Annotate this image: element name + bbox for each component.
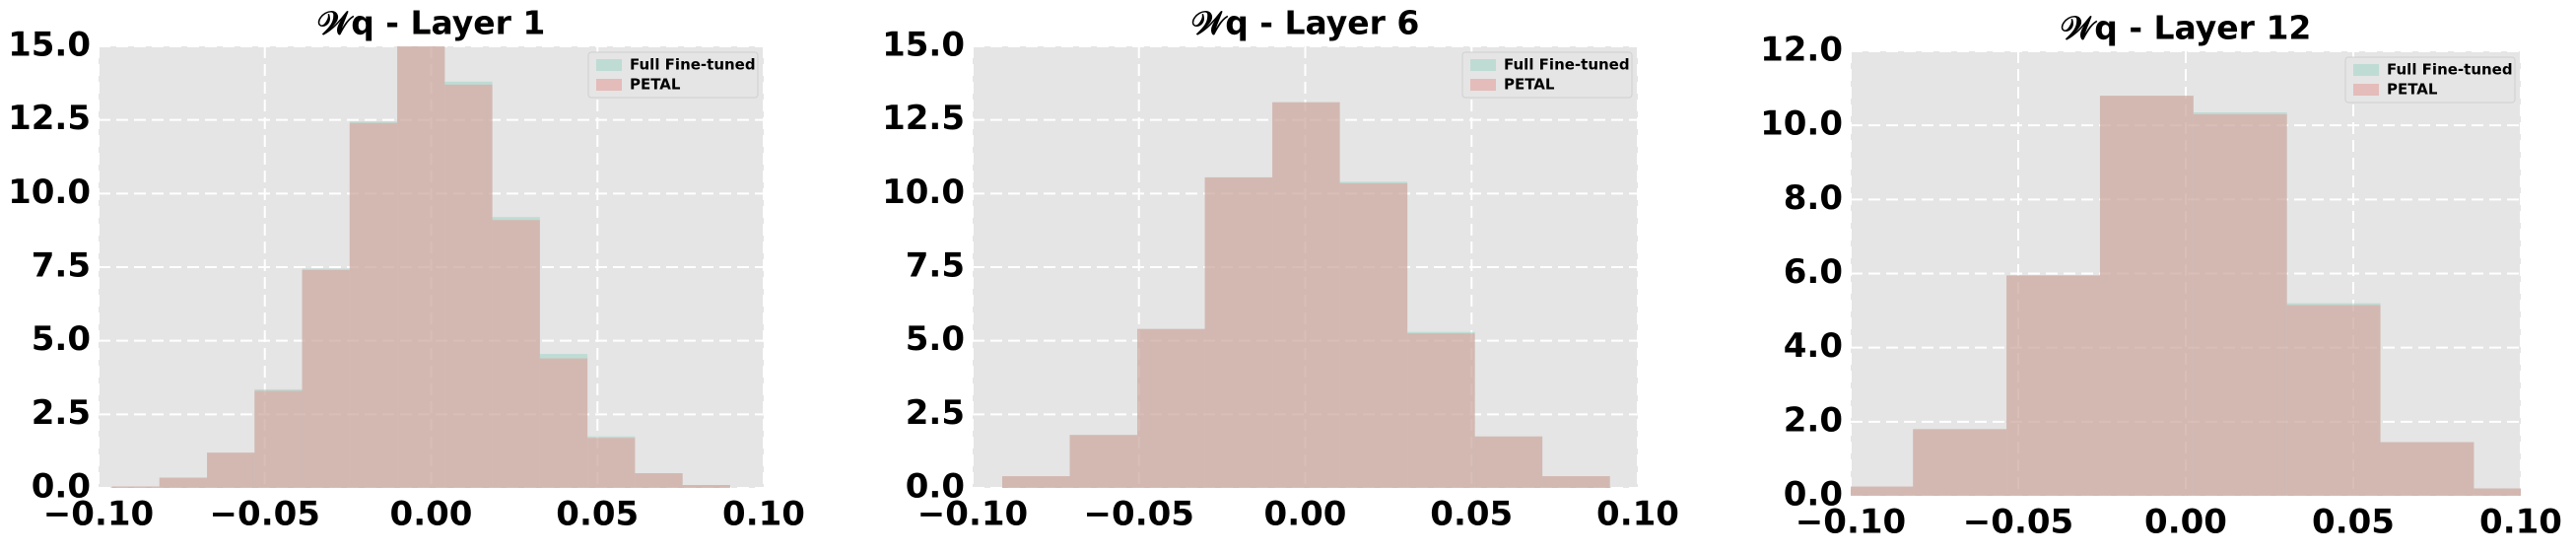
bar — [1474, 436, 1543, 488]
chart: 0.0 2.0 4.0 6.0 8.0 10.0 12.0 −0.10 −0.05 0.00 0.0… — [1760, 9, 2562, 542]
bar — [1339, 182, 1408, 488]
legend-label: Full Fine-tuned — [1504, 56, 1630, 74]
bars — [1851, 96, 2521, 496]
y-tick-label: 0.0 — [1784, 475, 1843, 515]
chart-title: 𝒲q - Layer 6 — [1191, 4, 1420, 42]
bar — [444, 84, 493, 488]
x-tick-label: 0.10 — [1596, 495, 1679, 534]
bar — [159, 477, 208, 488]
bar — [397, 46, 445, 488]
legend-label: PETAL — [1504, 76, 1555, 94]
bar — [635, 473, 683, 488]
bar — [682, 485, 730, 488]
bar — [207, 452, 255, 488]
legend: Full Fine-tuned PETAL — [587, 51, 759, 99]
y-tick-label: 2.5 — [906, 393, 965, 433]
bar — [2006, 275, 2100, 496]
legend-swatch — [1470, 79, 1496, 91]
x-tick-label: 0.05 — [556, 495, 639, 534]
bar — [1204, 176, 1273, 488]
x-tick-label: −0.05 — [1084, 495, 1194, 534]
bar — [2286, 305, 2381, 496]
y-tick-label: 12.5 — [8, 99, 91, 138]
legend-label: PETAL — [630, 76, 681, 94]
bar — [2380, 442, 2474, 496]
y-tick-label: 8.0 — [1784, 178, 1843, 218]
bar — [539, 358, 588, 488]
legend-swatch — [2353, 84, 2379, 96]
x-tick-label: −0.05 — [210, 495, 320, 534]
bar — [1913, 429, 2007, 496]
y-tick-label: 12.5 — [882, 99, 965, 138]
chart: 0.0 2.5 5.0 7.5 10.0 12.5 15.0 −0.10 −0.05 0.00 0.… — [8, 4, 805, 534]
bar — [1137, 328, 1205, 488]
bar — [302, 269, 350, 488]
y-tick-label: 15.0 — [8, 26, 91, 65]
legend-swatch — [1470, 59, 1496, 71]
legend-swatch — [596, 59, 622, 71]
legend: Full Fine-tuned PETAL — [1461, 51, 1633, 99]
bars — [1002, 102, 1610, 488]
x-tick-label: −0.10 — [917, 495, 1028, 534]
x-tick-label: 0.00 — [390, 495, 473, 534]
legend-label: Full Fine-tuned — [2387, 61, 2513, 79]
bar — [254, 390, 303, 488]
y-tick-label: 10.0 — [882, 173, 965, 212]
bar — [2099, 96, 2194, 496]
bar — [492, 220, 540, 488]
chart: 0.0 2.5 5.0 7.5 10.0 12.5 15.0 −0.10 −0.05 0.00 0.… — [882, 4, 1679, 534]
x-tick-label: −0.05 — [1963, 503, 2073, 542]
x-tick-label: 0.10 — [722, 495, 805, 534]
bar — [2193, 113, 2287, 496]
y-tick-label: 2.0 — [1784, 400, 1843, 440]
legend-swatch — [596, 79, 622, 91]
bar — [2474, 488, 2521, 496]
y-tick-label: 0.0 — [906, 467, 965, 507]
bars — [111, 46, 730, 488]
chart-title: 𝒲q - Layer 12 — [2061, 9, 2312, 47]
bar — [349, 122, 398, 488]
legend-swatch — [2353, 64, 2379, 76]
y-tick-label: 4.0 — [1784, 326, 1843, 366]
bar — [111, 486, 160, 488]
bar — [1542, 476, 1610, 488]
bar — [1069, 435, 1138, 488]
legend-box — [587, 51, 759, 99]
y-tick-label: 7.5 — [906, 246, 965, 286]
x-tick-label: 0.00 — [1264, 495, 1347, 534]
y-tick-label: 6.0 — [1784, 252, 1843, 292]
x-tick-label: 0.05 — [1430, 495, 1513, 534]
bar — [587, 438, 636, 488]
bar — [1851, 486, 1914, 496]
y-tick-label: 5.0 — [32, 319, 91, 359]
x-tick-label: −0.10 — [1796, 503, 1906, 542]
legend-box — [2344, 56, 2516, 104]
y-tick-label: 2.5 — [32, 393, 91, 433]
y-tick-label: 7.5 — [32, 246, 91, 286]
x-tick-label: 0.05 — [2312, 503, 2395, 542]
y-tick-label: 0.0 — [32, 467, 91, 507]
chart-title: 𝒲q - Layer 1 — [317, 4, 546, 42]
x-tick-label: −0.10 — [43, 495, 154, 534]
y-tick-label: 15.0 — [882, 26, 965, 65]
x-tick-label: 0.10 — [2479, 503, 2562, 542]
y-tick-label: 5.0 — [906, 319, 965, 359]
bar — [1272, 102, 1340, 488]
y-tick-label: 10.0 — [1760, 104, 1843, 144]
legend-label: Full Fine-tuned — [630, 56, 756, 74]
legend: Full Fine-tuned PETAL — [2344, 56, 2516, 104]
y-tick-label: 10.0 — [8, 173, 91, 212]
x-tick-label: 0.00 — [2144, 503, 2227, 542]
y-tick-label: 12.0 — [1760, 31, 1843, 70]
bar — [1002, 476, 1070, 488]
legend-box — [1461, 51, 1633, 99]
bar — [1407, 333, 1475, 488]
legend-label: PETAL — [2387, 81, 2438, 99]
